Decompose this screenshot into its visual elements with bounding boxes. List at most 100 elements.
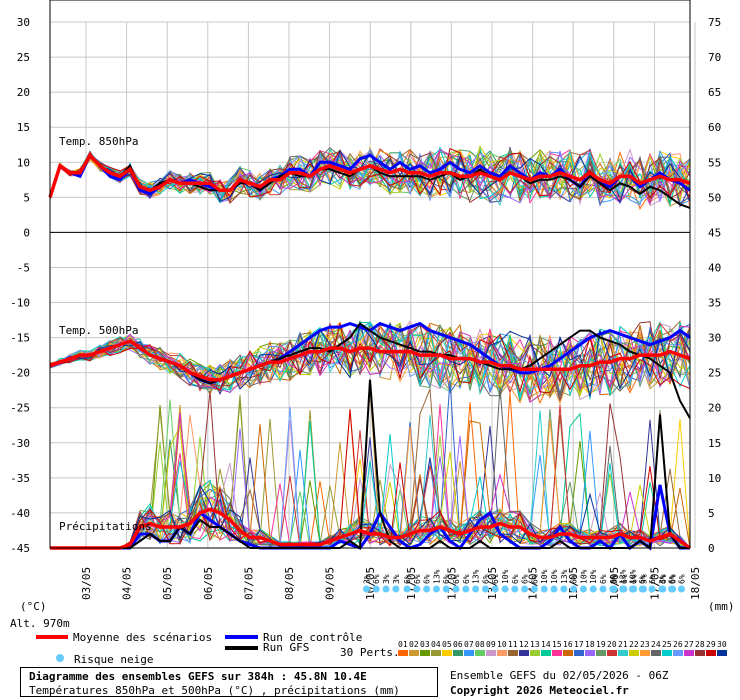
snowflake-icon <box>491 585 499 593</box>
member-number-label: 13 <box>530 640 540 649</box>
snow-risk-label: 3% <box>610 574 619 584</box>
member-color-swatch <box>673 650 683 656</box>
x-date-label: 08/05 <box>283 567 296 600</box>
legend-snowflake-icon <box>56 654 64 662</box>
snow-risk-label: 6% <box>423 574 432 584</box>
member-number-label: 25 <box>662 640 672 649</box>
member-color-swatch <box>541 650 551 656</box>
left-tick-label: 25 <box>17 51 30 64</box>
snow-risk-label: 6% <box>638 574 647 584</box>
member-color-swatch <box>552 650 562 656</box>
snowflake-icon <box>579 585 587 593</box>
member-color-swatch <box>684 650 694 656</box>
x-date-label: 18/05 <box>689 567 702 600</box>
snow-risk-label: 3% <box>658 574 667 584</box>
run-info: Ensemble GEFS du 02/05/2026 - 06Z <box>450 669 669 682</box>
member-number-label: 19 <box>596 640 606 649</box>
snow-risk-label: 13% <box>472 569 481 584</box>
member-number-label: 11 <box>508 640 518 649</box>
left-tick-label: -20 <box>10 367 30 380</box>
snowflake-icon <box>540 585 548 593</box>
left-tick-label: 20 <box>17 86 30 99</box>
left-tick-label: 30 <box>17 16 30 29</box>
grid-lines <box>50 21 696 549</box>
snow-risk-label: 6% <box>630 574 639 584</box>
snow-risk-markers: 3% 6% 3% 3% 6% 6% 6% 13% 6% 6% 6% 13% 6% 6% 10% 6% 6% 6% 1… <box>362 569 686 593</box>
snowflake-icon <box>550 585 558 593</box>
snow-risk-label: 6% <box>570 574 579 584</box>
member-number-label: 03 <box>420 640 430 649</box>
t850-label: Temp. 850hPa <box>59 135 138 148</box>
snow-risk-label: 6% <box>659 574 668 584</box>
member-color-swatch <box>486 650 496 656</box>
snowflake-icon <box>372 585 380 593</box>
snowflake-icon <box>620 585 628 593</box>
snow-risk-label: 6% <box>413 574 422 584</box>
member-number-label: 08 <box>475 640 485 649</box>
legend-label-snow: Risque neige <box>74 653 153 666</box>
snow-risk-label: 6% <box>372 574 381 584</box>
member-color-swatch <box>585 650 595 656</box>
plot-frame <box>49 0 691 549</box>
snowflake-icon <box>501 585 509 593</box>
snow-risk-label: 10% <box>550 569 559 584</box>
member-number-label: 20 <box>607 640 617 649</box>
left-tick-label: -40 <box>10 507 30 520</box>
left-tick-label: -45 <box>10 542 30 555</box>
member-color-swatch <box>508 650 518 656</box>
snow-risk-label: 3% <box>640 574 649 584</box>
left-tick-label: 10 <box>17 156 30 169</box>
snowflake-icon <box>669 585 677 593</box>
member-color-swatch <box>464 650 474 656</box>
series-line-t850 <box>48 152 691 198</box>
left-axis-unit: (°C) <box>20 600 47 613</box>
snow-risk-label: 6% <box>669 574 678 584</box>
snowflake-icon <box>382 585 390 593</box>
right-tick-label: 30 <box>708 332 721 345</box>
snowflake-icon <box>413 585 421 593</box>
snow-risk-label: 13% <box>560 569 569 584</box>
snow-risk-label: 6% <box>668 574 677 584</box>
member-color-swatch <box>640 650 650 656</box>
snow-risk-label: 10% <box>540 569 549 584</box>
series-line-t500 <box>49 339 691 382</box>
member-color-swatch <box>475 650 485 656</box>
snow-risk-label: 10% <box>589 569 598 584</box>
snowflake-icon <box>589 585 597 593</box>
x-date-label: 06/05 <box>202 567 215 600</box>
member-color-swatch <box>442 650 452 656</box>
right-tick-label: 15 <box>708 437 721 450</box>
right-tick-label: 55 <box>708 156 721 169</box>
left-tick-label: 0 <box>23 226 30 239</box>
snowflake-icon <box>659 585 667 593</box>
legend-label-mean: Moyenne des scénarios <box>73 631 212 644</box>
snow-risk-label: 3% <box>392 574 401 584</box>
snow-risk-label: 6% <box>648 574 657 584</box>
member-color-swatch <box>651 650 661 656</box>
member-number-label: 29 <box>706 640 716 649</box>
member-color-swatch <box>662 650 672 656</box>
member-color-swatch <box>717 650 727 656</box>
member-number-label: 27 <box>684 640 694 649</box>
member-number-label: 18 <box>585 640 595 649</box>
left-tick-label: 15 <box>17 121 30 134</box>
snowflake-icon <box>403 585 411 593</box>
snowflake-icon <box>442 585 450 593</box>
member-color-swatch <box>563 650 573 656</box>
main-series-lines <box>48 152 692 551</box>
snow-risk-label: 3% <box>382 574 391 584</box>
member-number-label: 01 <box>398 640 408 649</box>
right-tick-label: 10 <box>708 472 721 485</box>
snow-risk-label: 6% <box>521 574 530 584</box>
x-date-label: 03/05 <box>80 567 93 600</box>
right-tick-label: 5 <box>708 507 715 520</box>
snow-risk-label: 10% <box>628 569 637 584</box>
snowflake-icon <box>481 585 489 593</box>
member-number-label: 26 <box>673 640 683 649</box>
member-number-label: 21 <box>618 640 628 649</box>
member-color-swatch <box>398 650 408 656</box>
right-tick-label: 60 <box>708 121 721 134</box>
snow-risk-label: 6% <box>599 574 608 584</box>
member-line-t850 <box>49 147 691 206</box>
chart-subtitle: Températures 850hPa et 500hPa (°C) , pré… <box>29 684 400 697</box>
